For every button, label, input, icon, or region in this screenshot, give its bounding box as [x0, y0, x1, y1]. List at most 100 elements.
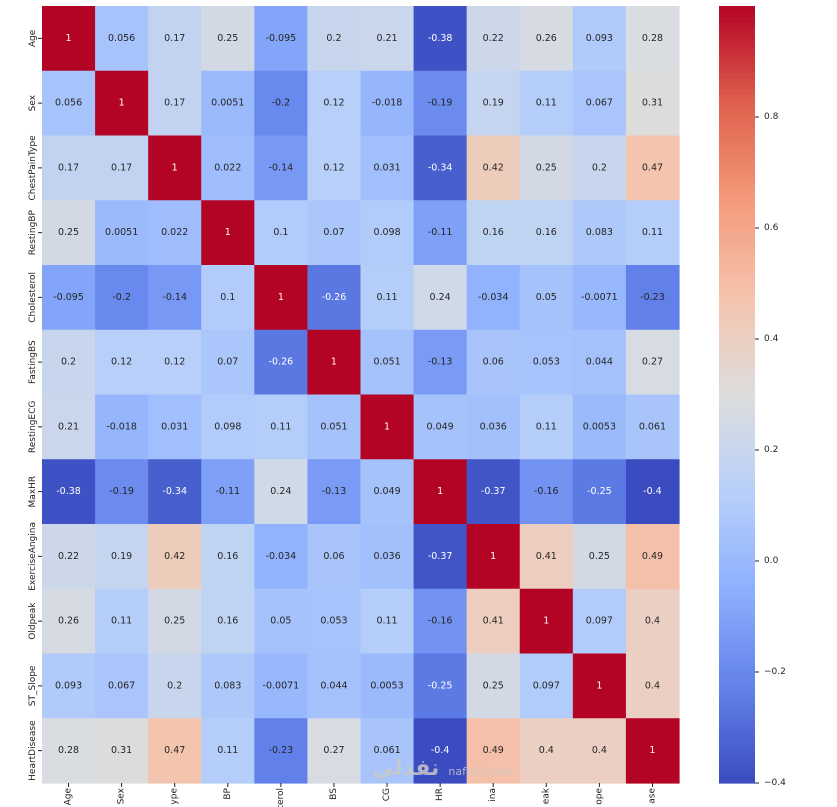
colorbar-gradient-band: [719, 289, 755, 296]
heatmap-cell: [42, 265, 96, 331]
cell-value-label: 0.022: [214, 162, 241, 173]
colorbar-gradient-band: [719, 133, 755, 140]
cell-value-label: 0.12: [323, 98, 344, 109]
heatmap-cell: [572, 329, 627, 396]
heatmap-cell: [148, 588, 202, 655]
heatmap-cell: [519, 718, 574, 784]
cell-value-label: 1: [278, 292, 284, 303]
cell-value-label: 0.24: [270, 486, 291, 497]
heatmap-cell: [254, 653, 309, 719]
cell-value-label: 0.036: [480, 421, 507, 432]
cell-value-label: 0.17: [164, 33, 185, 44]
cell-value-label: 1: [331, 357, 337, 368]
cell-value-label: 0.051: [320, 421, 347, 432]
cell-value-label: -0.11: [215, 486, 240, 497]
colorbar-gradient-band: [719, 488, 755, 495]
cell-value-label: 0.16: [536, 227, 557, 238]
heatmap-cell: [413, 459, 468, 525]
cell-value-label: -0.034: [266, 551, 297, 562]
heatmap-cell: [254, 70, 309, 137]
colorbar-gradient-band: [719, 727, 755, 734]
cell-annotations: 1 0.056 0.17 0.25 -0.095 0.2 0.21 -0.38 0.22 0.26…: [53, 33, 666, 756]
cell-value-label: 0.25: [164, 616, 185, 627]
colorbar-gradient-band: [719, 178, 755, 185]
cell-value-label: 0.083: [586, 227, 613, 238]
heatmap-cell: [466, 200, 521, 266]
heatmap-cell: [95, 718, 149, 784]
cell-value-label: 0.097: [586, 616, 613, 627]
heatmap-cell: [413, 524, 468, 590]
heatmap-cell: [572, 653, 627, 719]
cell-value-label: 0.12: [111, 357, 132, 368]
heatmap-cell: [466, 588, 521, 655]
colorbar-gradient-band: [719, 111, 755, 118]
cell-value-label: 0.27: [323, 745, 344, 756]
cell-value-label: 0.031: [161, 421, 188, 432]
heatmap-cell: [148, 653, 202, 719]
colorbar-gradient-band: [719, 388, 755, 396]
cell-value-label: 0.083: [214, 680, 241, 691]
colorbar-tick-label: −0.4: [764, 778, 786, 788]
colorbar-gradient-band: [719, 205, 755, 212]
colorbar-gradient-band: [719, 189, 755, 196]
colorbar-gradient-band: [719, 594, 755, 601]
colorbar-gradient-band: [719, 327, 755, 335]
heatmap-cell: [360, 70, 415, 137]
cell-value-label: 0.022: [161, 227, 188, 238]
cell-value-label: 0.25: [536, 162, 557, 173]
colorbar-gradient-band: [719, 244, 755, 251]
cell-value-label: 0.044: [586, 357, 613, 368]
cell-value-label: -0.034: [478, 292, 509, 303]
colorbar-gradient-band: [719, 472, 755, 479]
colorbar-gradient-band: [719, 194, 755, 201]
cell-value-label: -0.13: [322, 486, 347, 497]
cell-value-label: 0.17: [111, 162, 132, 173]
colorbar-gradient-band: [719, 688, 755, 695]
y-tick-label: Sex: [28, 94, 38, 111]
x-tick-label: ase: [647, 788, 657, 804]
cell-value-label: 0.0051: [211, 98, 244, 109]
colorbar-gradient-band: [719, 511, 755, 518]
heatmap-cells: [42, 6, 680, 784]
colorbar-gradient-band: [719, 316, 755, 323]
colorbar-gradient-band: [719, 277, 755, 285]
cell-value-label: 0.25: [483, 680, 504, 691]
cell-value-label: 0.19: [111, 551, 132, 562]
x-tick-label: Age: [64, 788, 74, 806]
cell-value-label: 0.061: [373, 745, 400, 756]
cell-value-label: 0.036: [373, 551, 400, 562]
cell-value-label: 0.4: [539, 745, 554, 756]
colorbar-gradient-band: [719, 300, 755, 307]
cell-value-label: 0.098: [373, 227, 400, 238]
cell-value-label: 0.17: [164, 98, 185, 109]
heatmap-cell: [466, 524, 521, 590]
cell-value-label: 0.049: [373, 486, 400, 497]
colorbar-gradient-band: [719, 411, 755, 418]
cell-value-label: 0.16: [483, 227, 504, 238]
heatmap-cell: [519, 524, 574, 590]
heatmap-cell: [307, 265, 362, 331]
heatmap-cell: [519, 394, 574, 460]
heatmap-cell: [572, 135, 627, 201]
heatmap-cell: [572, 588, 627, 655]
cell-value-label: 0.097: [533, 680, 560, 691]
heatmap-cell: [95, 653, 149, 719]
heatmap-cell: [254, 200, 309, 266]
y-tick-label: HeartDisease: [28, 720, 38, 781]
cell-value-label: 0.053: [533, 357, 560, 368]
colorbar-gradient-band: [719, 516, 755, 523]
colorbar-gradient-band: [719, 544, 755, 551]
heatmap-cell: [42, 329, 96, 396]
heatmap-cell: [466, 394, 521, 460]
colorbar-gradient-band: [719, 716, 755, 723]
cell-value-label: 0.2: [167, 680, 182, 691]
x-tick-label: HR: [435, 788, 445, 801]
colorbar-gradient-band: [719, 644, 755, 651]
cell-value-label: -0.095: [53, 292, 84, 303]
cell-value-label: 0.28: [642, 33, 663, 44]
cell-value-label: 0.42: [164, 551, 185, 562]
colorbar-gradient-band: [719, 455, 755, 462]
cell-value-label: -0.38: [56, 486, 81, 497]
colorbar-gradient-band: [719, 272, 755, 279]
colorbar-gradient-band: [719, 533, 755, 540]
